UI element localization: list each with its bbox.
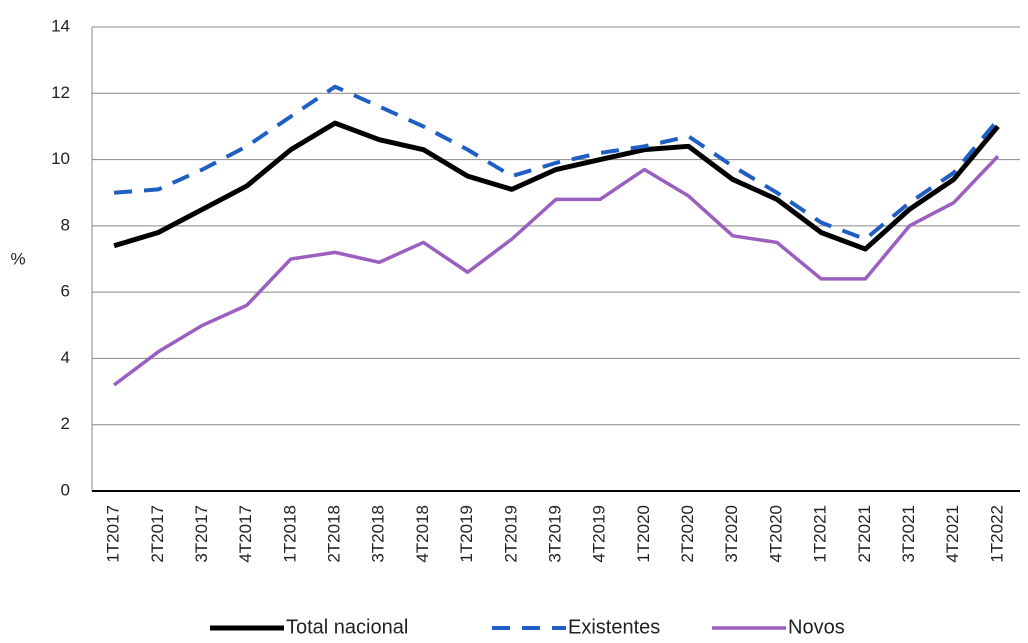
series-line [113, 120, 1000, 252]
y-tick-label: 4 [61, 348, 70, 367]
y-axis-label: % [10, 249, 25, 268]
x-tick-label: 4T2021 [943, 505, 962, 563]
legend-label: Total nacional [286, 616, 408, 638]
y-tick-label: 12 [51, 83, 70, 102]
x-tick-label: 3T2021 [899, 505, 918, 563]
x-tick-label: 3T2020 [722, 505, 741, 563]
x-tick-label: 1T2019 [457, 505, 476, 563]
series-line [113, 84, 1000, 242]
y-tick-label: 2 [61, 414, 70, 433]
x-tick-label: 1T2022 [987, 505, 1006, 563]
y-tick-label: 14 [51, 16, 70, 35]
legend-label: Existentes [568, 616, 660, 638]
series-line [113, 155, 1000, 387]
x-tick-label: 4T2018 [413, 505, 432, 563]
x-tick-label: 4T2017 [236, 505, 255, 563]
legend-label: Novos [788, 616, 845, 638]
y-tick-label: 8 [61, 215, 70, 234]
x-tick-label: 2T2021 [855, 505, 874, 563]
x-tick-label: 2T2018 [325, 505, 344, 563]
y-tick-label: 0 [61, 480, 70, 499]
x-tick-label: 4T2019 [590, 505, 609, 563]
x-tick-label: 2T2020 [678, 505, 697, 563]
x-tick-label: 3T2018 [369, 505, 388, 563]
x-tick-label: 3T2019 [545, 505, 564, 563]
x-tick-label: 1T2020 [634, 505, 653, 563]
x-tick-label: 1T2018 [280, 505, 299, 563]
x-tick-label: 1T2021 [811, 505, 830, 563]
y-tick-label: 10 [51, 149, 70, 168]
x-tick-label: 2T2017 [148, 505, 167, 563]
x-tick-label: 3T2017 [192, 505, 211, 563]
y-tick-label: 6 [61, 282, 70, 301]
x-tick-label: 4T2020 [766, 505, 785, 563]
x-tick-label: 1T2017 [104, 505, 123, 563]
x-tick-label: 2T2019 [501, 505, 520, 563]
